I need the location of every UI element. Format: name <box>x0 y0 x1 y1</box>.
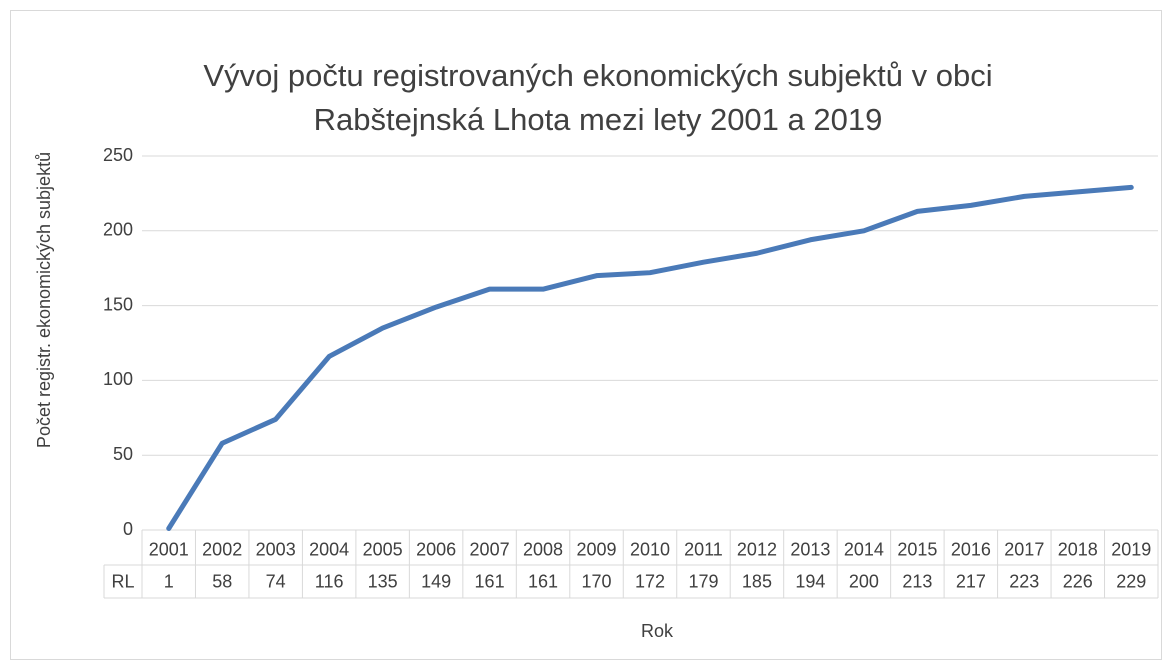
table-value: 179 <box>688 571 718 591</box>
y-tick-label: 0 <box>123 519 133 539</box>
table-value: 149 <box>421 571 451 591</box>
x-tick-label: 2005 <box>363 539 403 559</box>
table-value: 74 <box>266 571 286 591</box>
table-value: 161 <box>475 571 505 591</box>
table-value: 161 <box>528 571 558 591</box>
chart-title: Vývoj počtu registrovaných ekonomických … <box>203 58 992 93</box>
line <box>166 184 1134 532</box>
x-tick-label: 2018 <box>1058 539 1098 559</box>
x-tick-label: 2012 <box>737 539 777 559</box>
table-value: 58 <box>212 571 232 591</box>
y-tick-label: 100 <box>103 369 133 389</box>
table-value: 213 <box>902 571 932 591</box>
x-tick-label: 2014 <box>844 539 884 559</box>
y-tick-label: 200 <box>103 220 133 240</box>
table-value: 194 <box>795 571 825 591</box>
y-tick-label: 150 <box>103 294 133 314</box>
x-tick-label: 2003 <box>256 539 296 559</box>
table-value: 116 <box>315 571 344 591</box>
x-tick-label: 2017 <box>1004 539 1044 559</box>
y-tick-label: 250 <box>103 145 133 165</box>
x-tick-label: 2001 <box>149 539 189 559</box>
x-tick-label: 2006 <box>416 539 456 559</box>
x-tick-label: 2009 <box>577 539 617 559</box>
table-value: 185 <box>742 571 772 591</box>
x-tick-label: 2010 <box>630 539 670 559</box>
table-value: 170 <box>582 571 612 591</box>
table-value: 172 <box>635 571 665 591</box>
chart-title: Rabštejnská Lhota mezi lety 2001 a 2019 <box>314 102 883 137</box>
x-tick-label: 2015 <box>897 539 937 559</box>
x-tick-label: 2016 <box>951 539 991 559</box>
table-value: 217 <box>956 571 986 591</box>
legend-label: RL <box>111 571 134 591</box>
y-axis-label: Počet registr. ekonomických subjektů <box>34 152 54 448</box>
x-tick-label: 2007 <box>470 539 510 559</box>
table-value: 229 <box>1116 571 1146 591</box>
table-value: 223 <box>1009 571 1039 591</box>
x-tick-label: 2011 <box>684 539 723 559</box>
table-value: 135 <box>368 571 398 591</box>
table-value: 200 <box>849 571 879 591</box>
chart-border <box>10 10 1162 660</box>
x-tick-label: 2002 <box>202 539 242 559</box>
x-tick-label: 2008 <box>523 539 563 559</box>
table-value: 1 <box>164 571 174 591</box>
x-tick-label: 2004 <box>309 539 349 559</box>
y-tick-label: 50 <box>113 444 133 464</box>
table-value: 226 <box>1063 571 1093 591</box>
x-axis-label: Rok <box>641 621 674 641</box>
x-tick-label: 2019 <box>1111 539 1151 559</box>
x-tick-label: 2013 <box>790 539 830 559</box>
